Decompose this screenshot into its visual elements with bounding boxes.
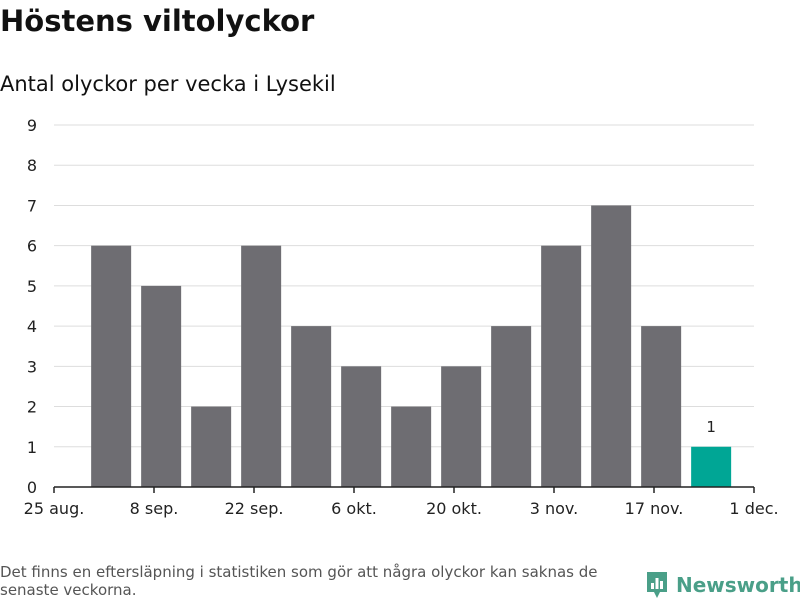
bar	[291, 326, 332, 487]
bar	[91, 245, 132, 487]
x-axis: 25 aug. 8 sep. 22 sep. 6 okt. 20 okt. 3 nov. 1…	[24, 486, 779, 518]
bar	[241, 245, 282, 487]
x-tick-label: 20 okt.	[426, 499, 482, 518]
data-label: 1	[706, 418, 716, 436]
bars	[91, 205, 732, 487]
bar	[641, 326, 682, 487]
y-tick-label: 1	[27, 438, 37, 457]
y-tick-label: 9	[27, 116, 37, 135]
chart-subtitle: Antal olyckor per vecka i Lysekil	[0, 72, 336, 96]
newsworthy-bar-chart-icon	[647, 572, 667, 598]
x-tick-label: 25 aug.	[24, 499, 85, 518]
y-tick-label: 0	[27, 478, 37, 497]
x-tick-label: 8 sep.	[130, 499, 179, 518]
data-labels: 1	[706, 418, 716, 436]
x-tick-label: 6 okt.	[331, 499, 377, 518]
y-tick-label: 4	[27, 317, 37, 336]
footnote: Det finns en eftersläpning i statistiken…	[0, 563, 598, 599]
bar-highlighted	[691, 446, 732, 487]
brand-name: Newsworthy	[676, 573, 800, 597]
y-tick-label: 8	[27, 156, 37, 175]
bar	[591, 205, 632, 487]
y-tick-label: 5	[27, 277, 37, 296]
x-tick-label: 3 nov.	[530, 499, 579, 518]
y-tick-label: 6	[27, 237, 37, 256]
bar	[541, 245, 582, 487]
bar	[491, 326, 532, 487]
bar	[341, 366, 382, 487]
chart-title: Höstens viltolyckor	[0, 4, 315, 38]
bar	[391, 406, 432, 487]
y-tick-label: 7	[27, 196, 37, 215]
bar	[141, 285, 182, 487]
bar	[441, 366, 482, 487]
x-tick-label: 17 nov.	[625, 499, 684, 518]
y-axis-tick-labels: 0 1 2 3 4 5 6 7 8 9	[27, 116, 37, 497]
y-tick-label: 2	[27, 398, 37, 417]
x-tick-label: 1 dec.	[729, 499, 778, 518]
y-tick-label: 3	[27, 357, 37, 376]
bar	[191, 406, 232, 487]
x-tick-label: 22 sep.	[225, 499, 284, 518]
brand-logo: Newsworthy	[645, 570, 800, 600]
